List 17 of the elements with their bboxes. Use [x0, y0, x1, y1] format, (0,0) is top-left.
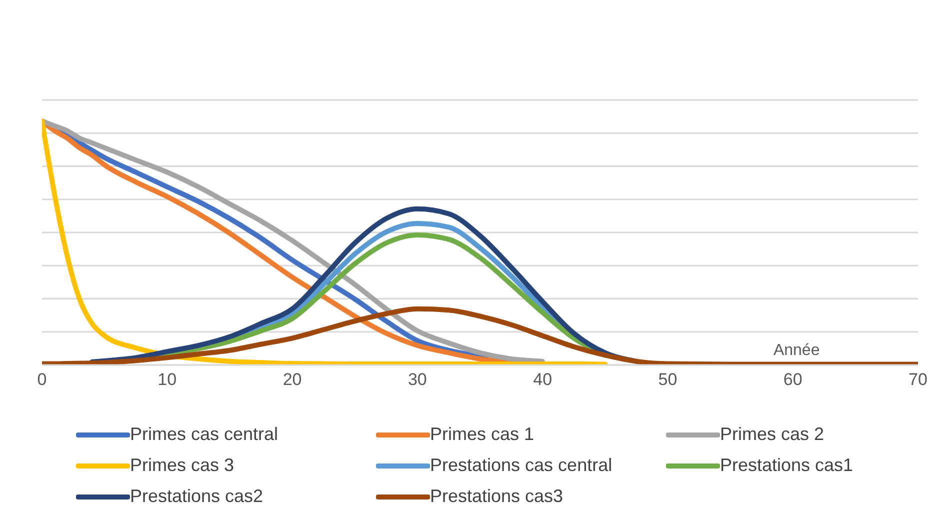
x-tick-label: 10: [158, 370, 177, 390]
legend-label: Primes cas central: [130, 424, 278, 445]
x-axis-title: Année: [773, 342, 820, 360]
x-tick-label: 60: [783, 370, 802, 390]
legend-label: Primes cas 1: [430, 424, 534, 445]
legend-label: Primes cas 2: [720, 424, 824, 445]
x-tick-label: 0: [37, 370, 47, 390]
legend-label: Prestations cas central: [430, 455, 612, 476]
legend-label: Primes cas 3: [130, 455, 234, 476]
x-tick-label: 20: [282, 370, 302, 390]
legend-label: Prestations cas1: [720, 455, 854, 476]
legend-label: Prestations cas3: [430, 486, 564, 507]
x-tick-label: 70: [908, 370, 928, 390]
x-tick-label: 40: [533, 370, 552, 390]
x-tick-label: 30: [408, 370, 427, 390]
legend-label: Prestations cas2: [130, 486, 264, 507]
x-tick-label: 50: [658, 370, 678, 390]
